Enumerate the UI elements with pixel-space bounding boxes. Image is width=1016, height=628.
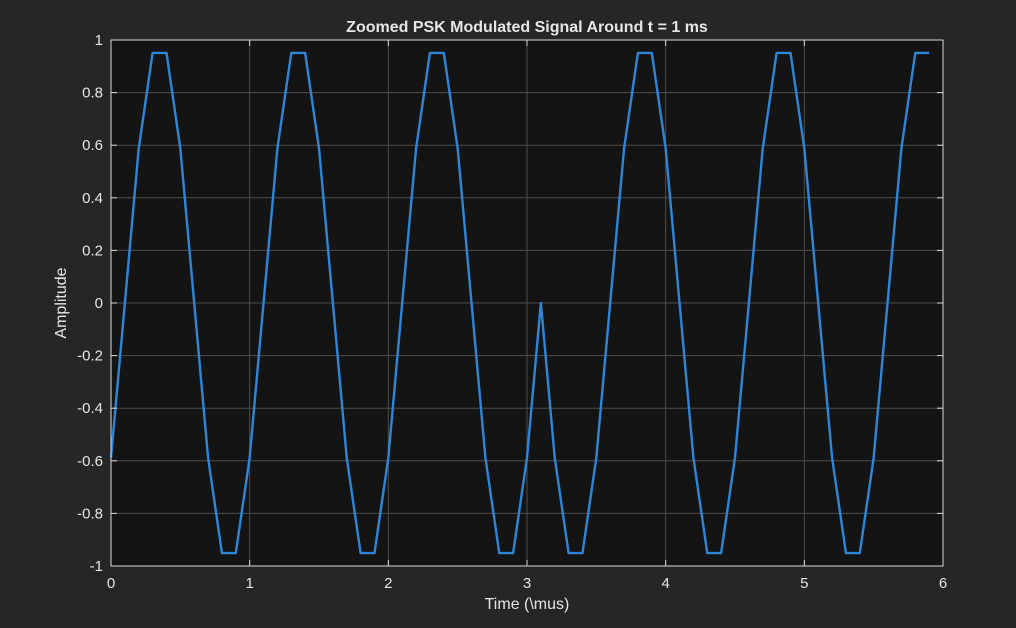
y-tick-label: -0.6 [77, 453, 103, 470]
x-tick-label: 5 [800, 575, 808, 592]
y-tick-label: 1 [95, 32, 103, 49]
x-axis-label: Time (\mus) [485, 596, 570, 613]
x-tick-label: 1 [245, 575, 253, 592]
y-tick-label: 0.6 [82, 137, 103, 154]
x-tick-label: 3 [523, 575, 531, 592]
y-tick-label: 0.4 [82, 190, 103, 207]
y-tick-label: -1 [90, 558, 103, 575]
x-tick-label: 0 [107, 575, 115, 592]
grid [111, 40, 943, 566]
x-tick-label: 4 [661, 575, 669, 592]
y-tick-label: -0.4 [77, 400, 103, 417]
y-tick-label: 0.8 [82, 85, 103, 102]
signal-line [109, 51, 930, 555]
y-tick-label: 0 [95, 295, 103, 312]
y-tick-label: -0.8 [77, 505, 103, 522]
chart-title: Zoomed PSK Modulated Signal Around t = 1… [346, 19, 708, 36]
x-tick-label: 6 [939, 575, 947, 592]
y-tick-label: 0.2 [82, 242, 103, 259]
y-tick-label: -0.2 [77, 348, 103, 365]
plot-area [109, 51, 930, 555]
y-axis-label: Amplitude [53, 267, 70, 338]
ticks: 0 1 2 3 4 5 6 -1 -0.8 -0.6 -0.4 -0.2 0 0.2 0.4 0.6 0.8 1 [77, 32, 947, 592]
x-tick-label: 2 [384, 575, 392, 592]
